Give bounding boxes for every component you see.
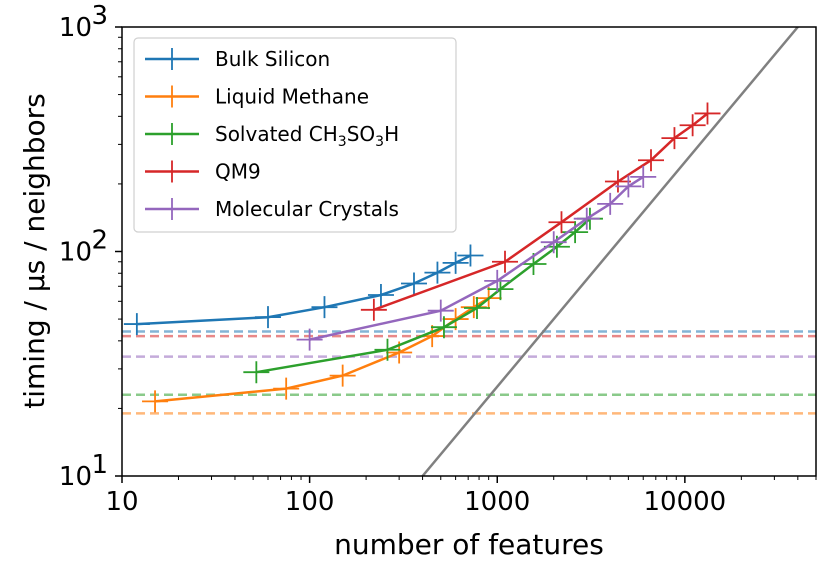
legend-label: Liquid Methane: [215, 85, 369, 109]
series-line: [136, 254, 472, 326]
reference-line: [421, 27, 799, 476]
y-tick-label: 10: [59, 462, 92, 492]
legend-swatch-marker: [159, 160, 185, 183]
data-point: [540, 231, 567, 254]
legend-entry-qm9: QM9: [145, 160, 261, 184]
x-tick-label: 100: [285, 487, 335, 517]
data-point: [597, 192, 624, 215]
data-point: [615, 175, 642, 198]
legend-entry-solvated-ch3so3h: Solvated CH3SO3H: [145, 122, 399, 150]
y-tick-exponent: 2: [91, 226, 108, 256]
legend-label: Bulk Silicon: [215, 47, 330, 71]
data-point: [142, 390, 169, 413]
data-point: [630, 165, 657, 188]
y-tick-label: 10: [59, 238, 92, 268]
legend-swatch-marker: [159, 123, 185, 145]
x-tick-label: 10000: [644, 487, 727, 517]
data-point: [329, 364, 356, 387]
series-molecular-crystals: [296, 165, 657, 351]
data-point: [638, 149, 665, 172]
legend-label: QM9: [215, 160, 261, 184]
data-point: [296, 328, 323, 351]
data-point: [400, 272, 427, 295]
data-point: [243, 361, 270, 384]
data-point: [492, 250, 519, 273]
legend-box: [133, 37, 457, 233]
series-line: [309, 175, 644, 341]
data-point: [484, 269, 511, 292]
data-point: [661, 127, 688, 150]
data-point: [573, 207, 600, 230]
legend-swatch-marker: [159, 85, 185, 108]
data-point: [367, 284, 394, 307]
legend-label: Molecular Crystals: [215, 197, 399, 221]
series-qm9: [360, 102, 721, 321]
data-point: [374, 338, 401, 361]
series-line: [154, 297, 490, 403]
data-point: [457, 244, 484, 267]
x-tick-label: 1000: [464, 487, 530, 517]
data-point: [694, 102, 721, 125]
legend-entry-molecular-crystals: Molecular Crystals: [145, 197, 399, 221]
data-point: [311, 296, 338, 319]
legend: Bulk Silicon Liquid Methane Solvated CH3SO…: [133, 37, 457, 233]
legend-swatch-marker: [159, 198, 185, 220]
series-line: [256, 217, 591, 374]
data-point: [463, 297, 490, 320]
legend-entry-liquid-methane: Liquid Methane: [145, 85, 369, 109]
legend-label: Solvated CH3SO3H: [215, 122, 399, 150]
data-point: [442, 251, 469, 274]
data-point: [430, 316, 457, 339]
y-tick-exponent: 1: [91, 450, 108, 480]
data-point: [123, 313, 150, 336]
legend-entry-bulk-silicon: Bulk Silicon: [145, 47, 330, 71]
data-point: [679, 114, 706, 137]
y-axis-label: timing / μs / neighbors: [18, 93, 51, 408]
legend-swatch-marker: [159, 48, 185, 70]
y-tick-exponent: 3: [91, 1, 108, 31]
data-point: [254, 306, 281, 329]
data-point: [273, 377, 300, 400]
data-point: [604, 170, 631, 193]
x-axis-label: number of features: [334, 528, 604, 561]
series-line: [373, 112, 709, 311]
x-tick-label: 10: [105, 487, 138, 517]
data-point: [360, 298, 387, 321]
plot-frame: [121, 26, 817, 477]
data-point: [487, 278, 514, 301]
data-point: [427, 299, 454, 322]
y-tick-label: 10: [59, 13, 92, 43]
data-point: [548, 211, 575, 234]
series-bulk-silicon: [123, 244, 484, 336]
data-point: [424, 261, 451, 284]
series-liquid-methane: [142, 287, 502, 413]
